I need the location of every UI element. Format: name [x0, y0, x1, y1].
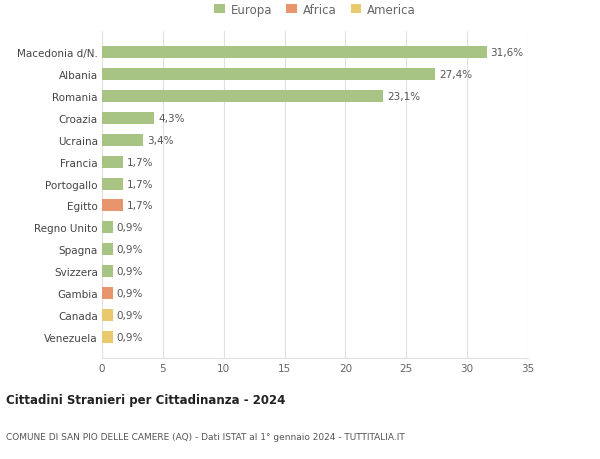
Bar: [102, 287, 113, 299]
Legend: Europa, Africa, America: Europa, Africa, America: [209, 0, 421, 21]
Text: 0,9%: 0,9%: [116, 245, 143, 255]
Text: 0,9%: 0,9%: [116, 310, 143, 320]
Text: 0,9%: 0,9%: [116, 288, 143, 298]
Bar: [102, 47, 487, 59]
Text: 1,7%: 1,7%: [127, 179, 153, 189]
Text: 3,4%: 3,4%: [147, 135, 173, 146]
Bar: [102, 178, 122, 190]
Text: 0,9%: 0,9%: [116, 223, 143, 233]
Text: 0,9%: 0,9%: [116, 267, 143, 277]
Text: Cittadini Stranieri per Cittadinanza - 2024: Cittadini Stranieri per Cittadinanza - 2…: [6, 393, 286, 406]
Text: 0,9%: 0,9%: [116, 332, 143, 342]
Bar: [102, 112, 154, 124]
Bar: [102, 69, 436, 81]
Text: 1,7%: 1,7%: [127, 157, 153, 167]
Bar: [102, 309, 113, 321]
Text: 27,4%: 27,4%: [439, 70, 472, 80]
Bar: [102, 200, 122, 212]
Text: 1,7%: 1,7%: [127, 201, 153, 211]
Bar: [102, 331, 113, 343]
Text: 4,3%: 4,3%: [158, 113, 184, 123]
Bar: [102, 156, 122, 168]
Bar: [102, 222, 113, 234]
Text: 31,6%: 31,6%: [490, 48, 523, 58]
Bar: [102, 266, 113, 278]
Text: COMUNE DI SAN PIO DELLE CAMERE (AQ) - Dati ISTAT al 1° gennaio 2024 - TUTTITALIA: COMUNE DI SAN PIO DELLE CAMERE (AQ) - Da…: [6, 431, 405, 441]
Text: 23,1%: 23,1%: [387, 92, 420, 102]
Bar: [102, 244, 113, 256]
Bar: [102, 91, 383, 103]
Bar: [102, 134, 143, 146]
